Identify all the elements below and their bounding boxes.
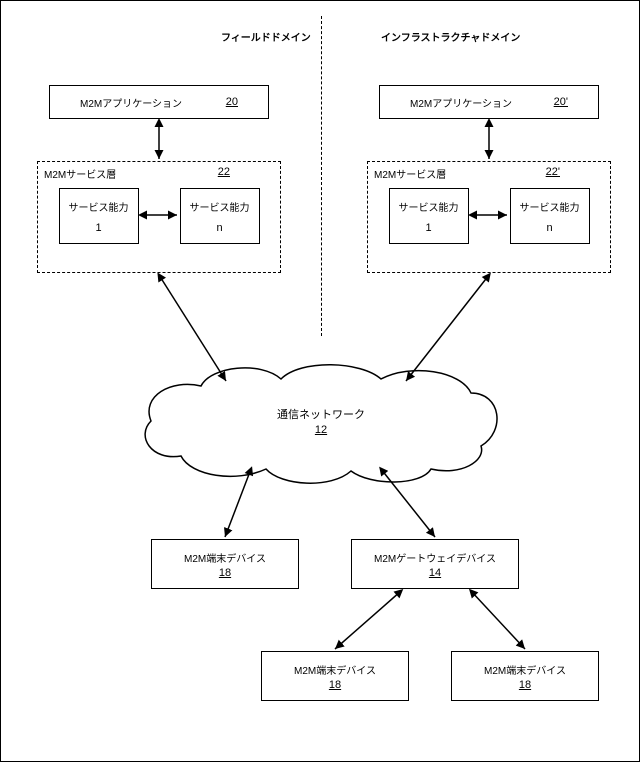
app-right-box: M2Mアプリケーション 20' <box>379 85 599 119</box>
terminal1-box: M2M端末デバイス 18 <box>151 539 299 589</box>
network-label: 通信ネットワーク <box>261 406 381 422</box>
layer-left-label: M2Mサービス層 <box>44 166 116 181</box>
gateway-ref: 14 <box>429 567 441 579</box>
layer-right-ref: 22' <box>546 166 560 178</box>
layer-right-row: サービス能力 1 サービス能力 n <box>368 188 610 244</box>
terminal3-ref: 18 <box>519 679 531 691</box>
gateway-box: M2Mゲートウェイデバイス 14 <box>351 539 519 589</box>
cap-n: n <box>546 222 552 234</box>
app-left-box: M2Mアプリケーション 20 <box>49 85 269 119</box>
cap-n: n <box>216 222 222 234</box>
service-layer-left: M2Mサービス層 22 サービス能力 1 サービス能力 n <box>37 161 281 273</box>
service-layer-right: M2Mサービス層 22' サービス能力 1 サービス能力 n <box>367 161 611 273</box>
cap-1: 1 <box>425 222 431 234</box>
diagram-canvas: フィールドドメイン インフラストラクチャドメイン M2Mアプリケーション 20 … <box>0 0 640 762</box>
cap-right-1: サービス能力 1 <box>389 188 469 244</box>
cap-left-n: サービス能力 n <box>180 188 260 244</box>
domain-divider <box>321 16 322 336</box>
cap-label: サービス能力 <box>190 199 250 214</box>
terminal1-label: M2M端末デバイス <box>184 550 266 565</box>
terminal3-box: M2M端末デバイス 18 <box>451 651 599 701</box>
cap-left-1: サービス能力 1 <box>59 188 139 244</box>
terminal2-label: M2M端末デバイス <box>294 662 376 677</box>
layer-right-label: M2Mサービス層 <box>374 166 446 181</box>
infra-domain-title: インフラストラクチャドメイン <box>381 29 520 44</box>
terminal1-ref: 18 <box>219 567 231 579</box>
cap-label: サービス能力 <box>399 199 459 214</box>
cap-1: 1 <box>95 222 101 234</box>
cap-label: サービス能力 <box>520 199 580 214</box>
network-label-group: 通信ネットワーク 12 <box>261 406 381 436</box>
field-domain-title: フィールドドメイン <box>221 29 311 44</box>
terminal3-label: M2M端末デバイス <box>484 662 566 677</box>
gateway-label: M2Mゲートウェイデバイス <box>374 550 496 565</box>
terminal2-box: M2M端末デバイス 18 <box>261 651 409 701</box>
layer-left-ref: 22 <box>218 166 230 178</box>
app-left-ref: 20 <box>226 96 238 108</box>
layer-left-row: サービス能力 1 サービス能力 n <box>38 188 280 244</box>
network-ref: 12 <box>261 424 381 436</box>
app-right-label: M2Mアプリケーション <box>410 95 512 110</box>
app-right-ref: 20' <box>554 96 568 108</box>
cap-label: サービス能力 <box>69 199 129 214</box>
app-left-label: M2Mアプリケーション <box>80 95 182 110</box>
cap-right-n: サービス能力 n <box>510 188 590 244</box>
terminal2-ref: 18 <box>329 679 341 691</box>
